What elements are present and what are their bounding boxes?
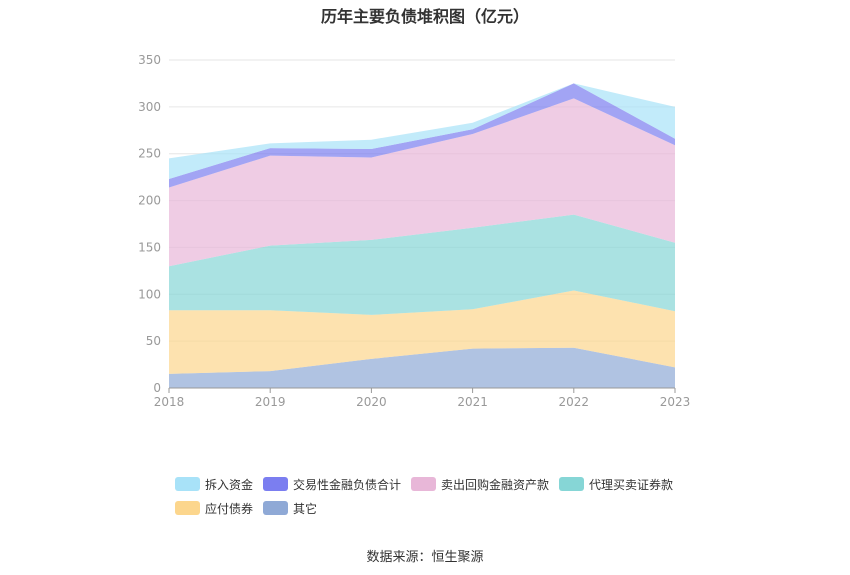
y-tick-label: 50 (146, 334, 161, 348)
area-1 (169, 290, 675, 374)
data-source: 数据来源：恒生聚源 (366, 550, 484, 565)
legend-label: 代理买卖证券款 (589, 477, 674, 492)
x-tick-label: 2023 (660, 395, 691, 409)
legend-swatch (559, 477, 585, 491)
legend: 拆入资金 交易性金融负债合计 卖出回购金融资产款 代理买卖证券款应付债券 其它 (175, 472, 695, 520)
legend-item[interactable]: 交易性金融负债合计 (263, 472, 401, 496)
x-tick-label: 2020 (356, 395, 387, 409)
y-tick-label: 0 (153, 381, 161, 395)
stacked-area-chart: 0 50 100 150 200 250 300 350 2018 2019 2020 2021 202… (138, 53, 690, 409)
legend-swatch (175, 477, 200, 491)
area-0 (169, 347, 675, 388)
legend-item[interactable]: 代理买卖证券款 (559, 472, 673, 496)
area-2 (169, 214, 675, 315)
y-tick-label: 150 (138, 240, 161, 254)
legend-item[interactable]: 其它 (263, 496, 317, 520)
area-series (169, 83, 675, 388)
x-tick-label: 2019 (255, 395, 286, 409)
legend-label: 交易性金融负债合计 (293, 477, 402, 492)
legend-item[interactable]: 卖出回购金融资产款 (411, 472, 549, 496)
area-3 (169, 98, 675, 267)
legend-item[interactable]: 拆入资金 (175, 472, 253, 496)
x-tick-label: 2021 (457, 395, 488, 409)
chart-title: 历年主要负债堆积图（亿元） (320, 7, 529, 26)
legend-swatch (263, 501, 289, 515)
y-tick-label: 250 (138, 147, 161, 161)
legend-swatch (411, 477, 437, 491)
legend-swatch (263, 477, 289, 491)
y-tick-label: 200 (138, 194, 161, 208)
y-tick-label: 300 (138, 100, 161, 114)
legend-label: 拆入资金 (205, 477, 254, 492)
legend-item[interactable]: 应付债券 (175, 496, 253, 520)
y-tick-label: 350 (138, 53, 161, 67)
legend-swatch (175, 501, 200, 515)
axes: 0 50 100 150 200 250 300 350 2018 2019 2020 2021 202… (138, 53, 690, 409)
x-tick-label: 2018 (154, 395, 185, 409)
legend-label: 卖出回购金融资产款 (441, 477, 550, 492)
x-tick-label: 2022 (559, 395, 590, 409)
legend-label: 应付债券 (205, 501, 254, 516)
y-tick-label: 100 (138, 287, 161, 301)
legend-label: 其它 (293, 501, 318, 516)
